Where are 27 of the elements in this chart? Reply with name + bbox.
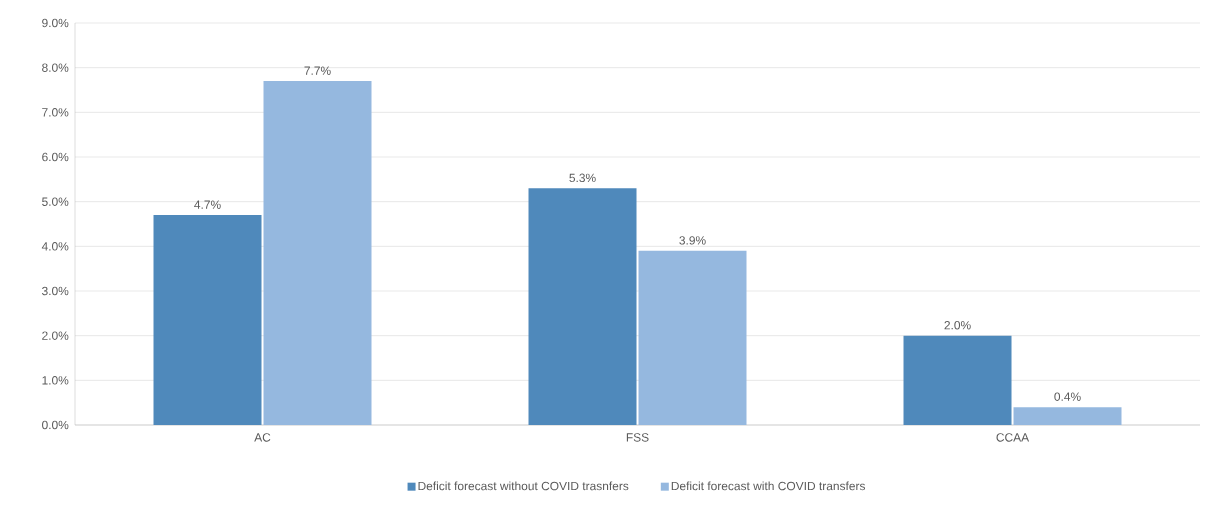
y-tick-label: 8.0% [42,63,69,72]
y-tick-label: 3.0% [42,286,69,296]
data-label: 2.0% [944,321,971,330]
y-tick-label: 6.0% [42,152,69,162]
bar [263,81,372,425]
legend-label: Deficit forecast with COVID transfers [671,481,866,491]
y-tick-label: 9.0% [42,18,69,28]
data-label: 4.7% [194,200,221,209]
y-tick-label: 1.0% [42,376,69,385]
y-tick-label: 7.0% [42,108,69,117]
y-tick-label: 0.0% [42,420,69,430]
bar [153,215,262,425]
y-tick-label: 2.0% [42,331,69,340]
x-tick-label: AC [254,433,271,442]
bar [903,335,1012,425]
bar [638,250,747,425]
bar [528,188,637,425]
y-tick-label: 5.0% [42,197,69,206]
y-tick-label: 4.0% [41,242,69,251]
bar [1013,407,1122,425]
x-tick-label: FSS [626,433,649,442]
data-label: 0.4% [1054,392,1081,401]
data-label: 3.9% [679,236,706,245]
data-label: 5.3% [569,173,596,183]
data-label: 7.7% [304,66,331,75]
x-tick-label: CCAA [996,433,1030,442]
legend-label: Deficit forecast without COVID trasnfers [418,481,629,491]
